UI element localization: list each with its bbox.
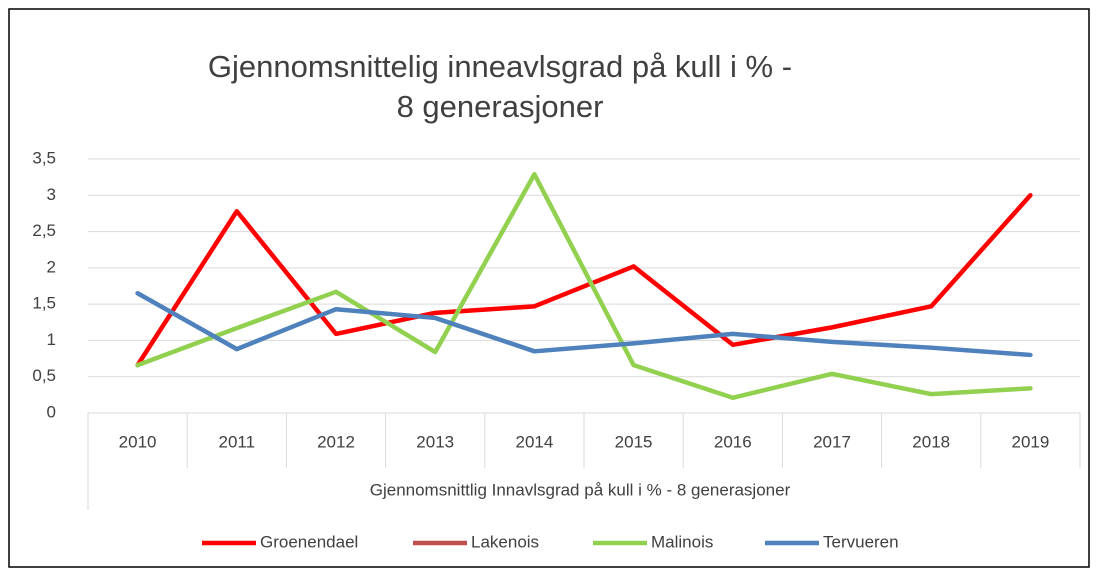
- series-line: [135, 291, 1033, 358]
- x-tick-label: 2017: [813, 432, 851, 451]
- y-tick-label: 0,5: [32, 366, 56, 385]
- x-tick-label: 2012: [317, 432, 355, 451]
- chart-title: 8 generasjoner: [397, 89, 604, 124]
- x-tick-label: 2016: [714, 432, 752, 451]
- y-tick-label: 0: [47, 402, 56, 421]
- series-line: [135, 171, 1033, 401]
- y-tick-label: 1,5: [32, 294, 56, 313]
- x-axis-title: Gjennomsnittlig Innavlsgrad på kull i % …: [370, 480, 791, 499]
- y-tick-label: 3: [47, 185, 56, 204]
- y-tick-label: 2,5: [32, 221, 56, 240]
- y-tick-label: 2: [47, 257, 56, 276]
- x-tick-label: 2018: [912, 432, 950, 451]
- y-tick-label: 3,5: [32, 148, 56, 167]
- x-tick-label: 2010: [119, 432, 157, 451]
- x-tick-label: 2013: [416, 432, 454, 451]
- legend-label: Malinois: [651, 532, 713, 551]
- legend-label: Groenendael: [260, 532, 358, 551]
- chart-title: Gjennomsnittelig inneavlsgrad på kull i …: [208, 49, 792, 84]
- legend-label: Tervueren: [823, 532, 899, 551]
- y-tick-label: 1: [47, 330, 56, 349]
- x-tick-label: 2014: [515, 432, 553, 451]
- x-tick-label: 2019: [1011, 432, 1049, 451]
- series-line: [135, 193, 1033, 368]
- legend-label: Lakenois: [471, 532, 539, 551]
- x-tick-label: 2015: [615, 432, 653, 451]
- x-tick-label: 2011: [219, 432, 256, 451]
